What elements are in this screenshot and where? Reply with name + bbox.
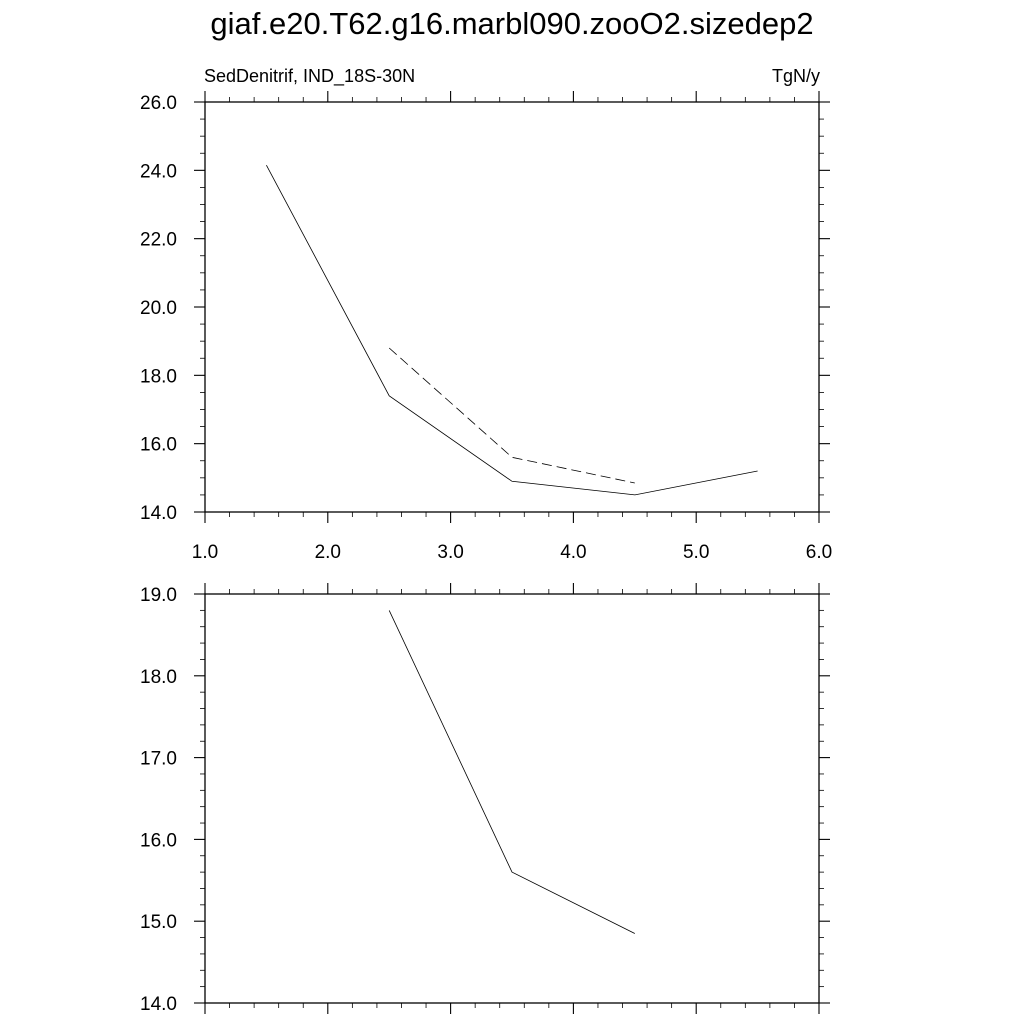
y-tick-label: 14.0 <box>140 503 177 524</box>
y-tick-label: 17.0 <box>140 749 177 770</box>
solid-series-line <box>266 165 758 496</box>
plot-frame <box>204 593 820 1004</box>
y-tick-label: 24.0 <box>140 161 177 182</box>
bottom-panel: 14.0 15.0 16.0 17.0 18.0 19.0 <box>140 583 830 1015</box>
y-tick-label: 26.0 <box>140 93 177 114</box>
y-tick-label: 18.0 <box>140 667 177 688</box>
x-tick-label: 5.0 <box>683 542 709 563</box>
x-tick-label: 1.0 <box>192 542 218 563</box>
y-tick-label: 19.0 <box>140 585 177 606</box>
y-tick-label: 18.0 <box>140 366 177 387</box>
solid-series-line <box>388 610 635 934</box>
x-tick-label: 4.0 <box>560 542 586 563</box>
y-tick-label: 15.0 <box>140 912 177 933</box>
y-tick-label: 14.0 <box>140 994 177 1015</box>
plot-frame <box>204 101 820 513</box>
x-tick-label: 6.0 <box>806 542 832 563</box>
top-panel: 1.0 2.0 3.0 4.0 5.0 6.0 14.0 16.0 18.0 20.0 22.0 24… <box>140 91 832 563</box>
x-tick-label: 2.0 <box>315 542 341 563</box>
units-label: TgN/y <box>771 66 820 86</box>
variable-region-label: SedDenitrif, IND_18S-30N <box>204 66 416 86</box>
y-tick-label: 20.0 <box>140 298 177 319</box>
dashed-series-line <box>388 347 635 484</box>
y-tick-label: 16.0 <box>140 435 177 456</box>
chart-title: giaf.e20.T62.g16.marbl090.zooO2.sizedep2 <box>210 6 814 41</box>
y-tick-label: 16.0 <box>140 830 177 851</box>
x-tick-label: 3.0 <box>437 542 463 563</box>
y-tick-label: 22.0 <box>140 230 177 251</box>
